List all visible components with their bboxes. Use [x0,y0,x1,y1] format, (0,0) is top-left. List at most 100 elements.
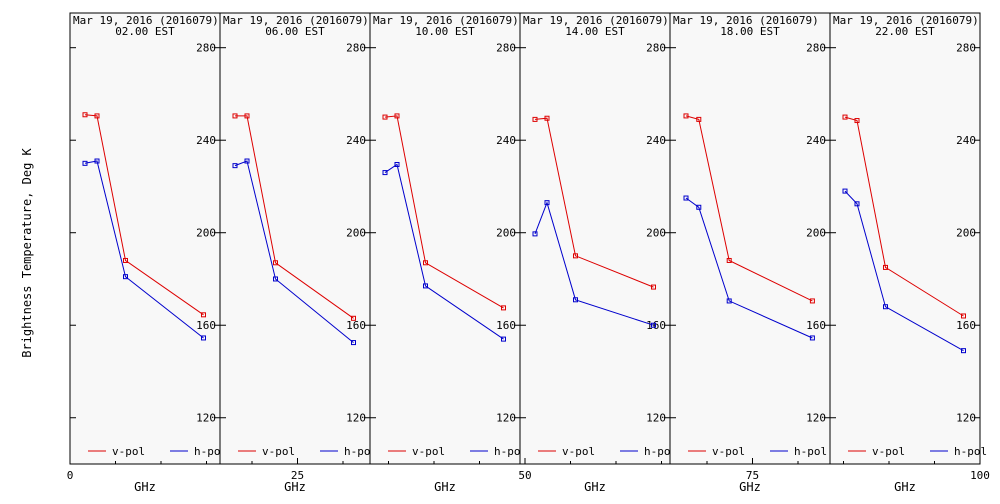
data-point [683,195,689,201]
data-point [232,163,238,169]
y-tick-label: 200 [806,227,826,240]
panel-4: Mar 19, 2016 (2016079)14.00 EST 120 160 200… [519,12,677,465]
y-tick-label: 240 [496,134,516,147]
data-point [854,201,860,207]
legend-label: h-pol [194,445,227,458]
legend-label: v-pol [872,445,905,458]
y-tick-label: 200 [956,227,976,240]
panels: Mar 19, 2016 (2016079) 02.00 EST 120 160 200… [67,12,990,494]
data-point [394,113,400,119]
panel-5: Mar 19, 2016 (2016079)18.00 EST 120 160 200… [669,12,831,465]
y-tick-label: 280 [496,42,516,55]
panel-subtitle: 18.00 EST [720,25,780,38]
data-point [232,113,238,119]
y-tick-label: 280 [646,42,666,55]
series-line-v-pol [685,115,813,302]
y-tick-label: 280 [346,42,366,55]
data-point [842,114,848,120]
x-axis-label: GHz [284,480,306,494]
x-axis-label: GHz [894,480,916,494]
panel-subtitle: 22.00 EST [875,25,935,38]
data-point [696,204,702,210]
y-tick-label: 200 [496,227,516,240]
data-point [573,253,578,259]
y-tick-label: 280 [196,42,216,55]
data-point [123,257,128,263]
panel-1: Mar 19, 2016 (2016079)02.00 EST 120 160 200… [69,12,227,465]
legend-label: h-pol [344,445,377,458]
y-tick-label: 120 [646,412,666,425]
x-axis-label: GHz [134,480,156,494]
data-point [961,313,966,319]
y-tick-label: 120 [956,412,976,425]
data-point [532,231,538,237]
panel-frame [669,12,831,465]
legend-label: v-pol [562,445,595,458]
x-tick-label: 75 [746,469,759,482]
data-point [883,264,888,270]
legend-label: v-pol [712,445,745,458]
data-point [273,260,278,266]
y-tick-label: 240 [646,134,666,147]
legend-label: h-pol [954,445,987,458]
data-point [501,305,506,311]
panel-title: Mar 19, 2016 (2016079) [223,14,369,27]
y-tick-label: 240 [346,134,366,147]
y-tick-label: 160 [806,319,826,332]
data-point [351,340,356,346]
y-axis-label: Brightness Temperature, Deg K [20,147,34,357]
panel-subtitle: 14.00 EST [565,25,625,38]
data-point [123,274,128,280]
series-line-h-pol [84,160,204,339]
data-point [961,348,966,354]
panel-frame [519,12,671,465]
panel-frame [369,12,521,465]
series-line-h-pol [234,160,354,343]
data-point [854,118,860,124]
data-point [696,116,702,122]
x-tick-label: 25 [291,469,304,482]
y-tick-label: 120 [196,412,216,425]
y-tick-label: 120 [346,412,366,425]
data-point [82,160,88,166]
data-point [351,315,356,321]
y-tick-label: 240 [806,134,826,147]
data-point [501,336,506,342]
data-point [244,158,250,164]
data-point [244,113,250,119]
legend-label: h-pol [494,445,527,458]
data-point [423,283,428,289]
y-tick-label: 160 [496,319,516,332]
panel-title: Mar 19, 2016 (2016079) [523,14,669,27]
data-point [651,322,656,328]
data-point [683,113,689,119]
x-tick-label: 50 [518,469,531,482]
y-tick-label: 240 [196,134,216,147]
y-tick-label: 200 [346,227,366,240]
y-tick-label: 280 [806,42,826,55]
y-tick-label: 200 [196,227,216,240]
data-point [842,188,848,194]
panel-subtitle: 06.00 EST [265,25,325,38]
data-point [201,335,206,341]
panel-title: Mar 19, 2016 (2016079) [673,14,819,27]
series-line-v-pol [235,115,354,319]
data-point [573,297,578,303]
legend-label: v-pol [112,445,145,458]
panel-3: Mar 19, 2016 (2016079)10.00 EST 120 160 200… [369,12,527,465]
y-tick-label: 160 [956,319,976,332]
data-point [809,335,815,341]
panel-6: Mar 19, 2016 (2016079)22.00 EST 120 160 200… [829,12,987,465]
series-line-h-pol [534,201,654,326]
y-tick-label: 280 [956,42,976,55]
panel-subtitle: 02.00 EST [115,25,175,38]
series-line-v-pol [534,117,654,288]
x-axis-label: GHz [584,480,606,494]
data-point [423,260,428,266]
x-axis-label: GHz [434,480,456,494]
data-point [382,170,388,176]
data-point [394,161,400,167]
panel-title: Mar 19, 2016 (2016079) [833,14,979,27]
data-point [532,116,538,122]
